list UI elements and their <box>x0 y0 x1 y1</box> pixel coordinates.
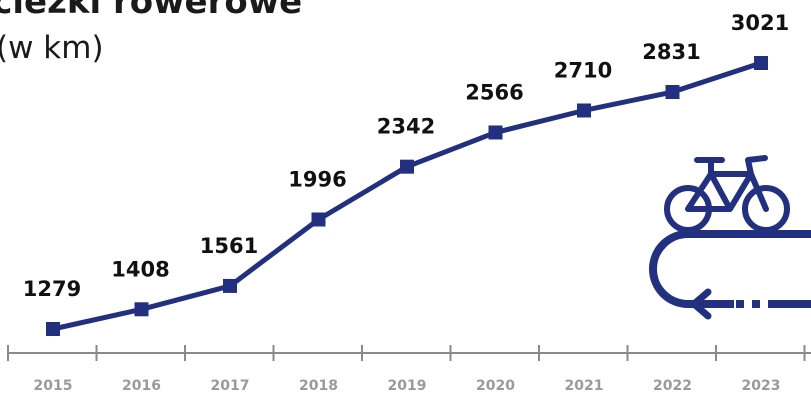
x-tick-label: 2019 <box>388 378 427 394</box>
data-point <box>400 159 414 174</box>
data-label: 2831 <box>642 40 700 64</box>
data-label: 2566 <box>465 80 523 104</box>
data-label: 1408 <box>111 257 169 281</box>
data-point <box>488 125 503 140</box>
data-point <box>46 322 60 336</box>
x-tick-label: 2023 <box>742 378 781 394</box>
x-tick-label: 2020 <box>476 378 515 394</box>
data-point <box>665 85 680 100</box>
chart-title: ścieżki rowerowe <box>0 0 303 22</box>
x-tick-label: 2016 <box>122 378 161 394</box>
data-label: 1996 <box>288 168 346 192</box>
data-label: 1279 <box>23 277 81 301</box>
data-point <box>223 278 237 293</box>
x-tick-label: 2022 <box>653 378 692 394</box>
data-point <box>134 302 149 317</box>
x-tick-label: 2021 <box>565 378 604 394</box>
x-axis: 2015 2016 2017 2018 2019 2020 2021 2022 2023 <box>7 345 811 394</box>
data-point <box>311 212 326 227</box>
data-label: 3021 <box>731 11 789 35</box>
data-label: 1561 <box>200 234 258 258</box>
data-labels: 1279 1408 1561 1996 2342 2566 2710 2831 3021 <box>23 11 789 301</box>
x-tick-label: 2015 <box>34 378 73 394</box>
bicycle-path-icon <box>649 155 811 320</box>
data-label: 2710 <box>554 58 612 82</box>
data-point <box>754 56 768 70</box>
data-point <box>577 103 591 118</box>
series-1 <box>46 56 768 336</box>
x-tick-label: 2018 <box>299 378 338 394</box>
x-tick-label: 2017 <box>211 378 250 394</box>
chart-subtitle: (w km) <box>0 30 104 66</box>
data-label: 2342 <box>377 115 435 139</box>
